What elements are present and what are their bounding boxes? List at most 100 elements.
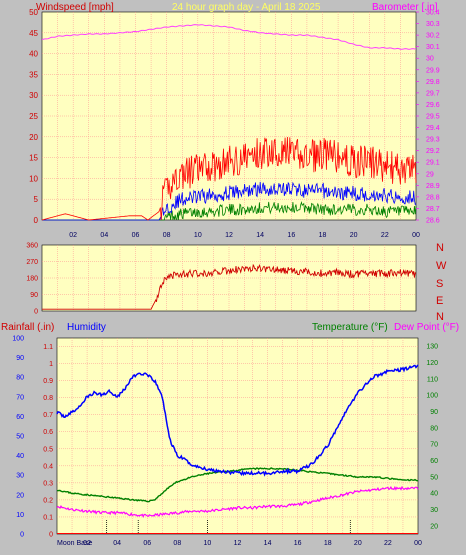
humidity-y-tick: 10 <box>16 512 24 519</box>
barometer-y-tick: 30.3 <box>426 21 440 28</box>
humidity-y-tick: 20 <box>16 492 24 499</box>
wind-y-tick: 20 <box>29 133 38 142</box>
humidity-x-tick: 08 <box>173 540 181 547</box>
barometer-y-tick: 29.3 <box>426 137 440 144</box>
humidity-y-tick: 40 <box>16 453 24 460</box>
barometer-y-tick: 29.7 <box>426 90 440 97</box>
dewpoint-axis-label: Dew Point (°F) <box>394 322 459 333</box>
barometer-y-tick: 30.4 <box>426 10 440 17</box>
wind-max-line <box>41 136 417 221</box>
wind-x-tick: 06 <box>132 232 140 239</box>
barometer-line <box>41 24 417 50</box>
humidity-x-tick: 02 <box>83 540 91 547</box>
humidity-y-tick: 50 <box>16 434 24 441</box>
temperature-y-tick: 80 <box>430 425 438 432</box>
humidity-x-tick: 00 <box>414 540 422 547</box>
barometer-y-tick: 30.2 <box>426 33 440 40</box>
wind-y-tick: 5 <box>34 195 39 204</box>
wind-x-tick: 04 <box>100 232 108 239</box>
temperature-axis-label: Temperature (°F) <box>312 322 388 333</box>
barometer-y-tick: 30.1 <box>426 44 440 51</box>
rain-y-tick: 0.8 <box>43 395 53 402</box>
humidity-y-tick: 70 <box>16 394 24 401</box>
wind-x-tick: 08 <box>163 232 171 239</box>
rain-y-tick: 0.7 <box>43 412 53 419</box>
wind-y-tick: 25 <box>29 112 38 121</box>
temperature-y-tick: 50 <box>430 474 438 481</box>
wind-x-tick: 00 <box>412 232 420 239</box>
barometer-y-tick: 30 <box>426 56 434 63</box>
wind-y-tick: 0 <box>34 216 39 225</box>
wind-y-tick: 30 <box>29 91 38 100</box>
direction-y-tick: 90 <box>30 292 38 299</box>
wind-y-tick: 35 <box>29 70 38 79</box>
compass-label: N <box>436 311 444 323</box>
humidity-y-tick: 90 <box>16 355 24 362</box>
wind-x-tick: 10 <box>194 232 202 239</box>
barometer-y-tick: 29.5 <box>426 114 440 121</box>
wind-y-tick: 45 <box>29 29 38 38</box>
rain-y-tick: 0.9 <box>43 378 53 385</box>
temperature-y-tick: 90 <box>430 409 438 416</box>
humidity-y-tick: 60 <box>16 414 24 421</box>
barometer-y-tick: 29.2 <box>426 148 440 155</box>
humidity-y-tick: 80 <box>16 375 24 382</box>
rain-y-tick: 0.1 <box>43 514 53 521</box>
humidity-line <box>56 364 419 477</box>
temperature-y-tick: 60 <box>430 458 438 465</box>
humidity-y-tick: 100 <box>12 336 24 343</box>
temperature-y-tick: 100 <box>426 393 438 400</box>
barometer-y-tick: 29.1 <box>426 160 440 167</box>
rain-y-tick: 0.4 <box>43 463 53 470</box>
rain-y-tick: 0.6 <box>43 429 53 436</box>
barometer-y-tick: 29.9 <box>426 67 440 74</box>
humidity-x-tick: 04 <box>113 540 121 547</box>
humidity-x-tick: 12 <box>234 540 242 547</box>
wind-avg-line <box>42 181 417 221</box>
direction-y-tick: 360 <box>26 243 38 250</box>
humidity-y-tick: 0 <box>20 532 24 539</box>
wind-x-tick: 18 <box>319 232 327 239</box>
wind-x-tick: 12 <box>225 232 233 239</box>
humidity-x-tick: 14 <box>264 540 272 547</box>
barometer-y-tick: 28.6 <box>426 218 440 225</box>
temperature-y-tick: 30 <box>430 507 438 514</box>
temperature-y-tick: 20 <box>430 523 438 530</box>
barometer-y-tick: 29.6 <box>426 102 440 109</box>
wind-x-tick: 02 <box>69 232 77 239</box>
compass-label: S <box>436 278 443 290</box>
humidity-x-tick: 06 <box>143 540 151 547</box>
barometer-y-tick: 28.9 <box>426 183 440 190</box>
humidity-x-tick: 22 <box>384 540 392 547</box>
temperature-y-tick: 110 <box>427 376 438 383</box>
rain-y-tick: 0.2 <box>43 497 53 504</box>
rain-y-tick: 0 <box>49 532 53 539</box>
temperature-y-tick: 70 <box>430 442 438 449</box>
direction-y-tick: 180 <box>26 276 38 283</box>
compass-label: W <box>436 260 447 272</box>
barometer-y-tick: 29.8 <box>426 79 440 86</box>
rain-y-tick: 1.1 <box>43 344 53 351</box>
wind-y-tick: 15 <box>29 154 38 163</box>
humidity-x-tick: 16 <box>294 540 302 547</box>
humidity-x-tick: 18 <box>324 540 332 547</box>
humidity-x-tick: 20 <box>354 540 362 547</box>
humidity-axis-label: Humidity <box>67 322 106 333</box>
barometer-y-tick: 28.7 <box>426 206 440 213</box>
barometer-y-tick: 28.8 <box>426 194 440 201</box>
direction-y-tick: 0 <box>34 309 38 316</box>
direction-y-tick: 270 <box>26 259 38 266</box>
wind-x-tick: 16 <box>287 232 295 239</box>
windspeed-axis-label: Windspeed [mph] <box>36 2 114 13</box>
rain-y-tick: 0.3 <box>43 480 53 487</box>
temperature-y-tick: 40 <box>430 491 438 498</box>
rain-y-tick: 0.5 <box>43 446 53 453</box>
wind-y-tick: 10 <box>29 174 38 183</box>
wind-x-tick: 14 <box>256 232 264 239</box>
chart-title: 24 hour graph day - April 18 2025 <box>172 2 321 13</box>
barometer-y-tick: 29 <box>426 171 434 178</box>
direction-line <box>42 263 417 310</box>
rain-y-tick: 1 <box>49 361 53 368</box>
